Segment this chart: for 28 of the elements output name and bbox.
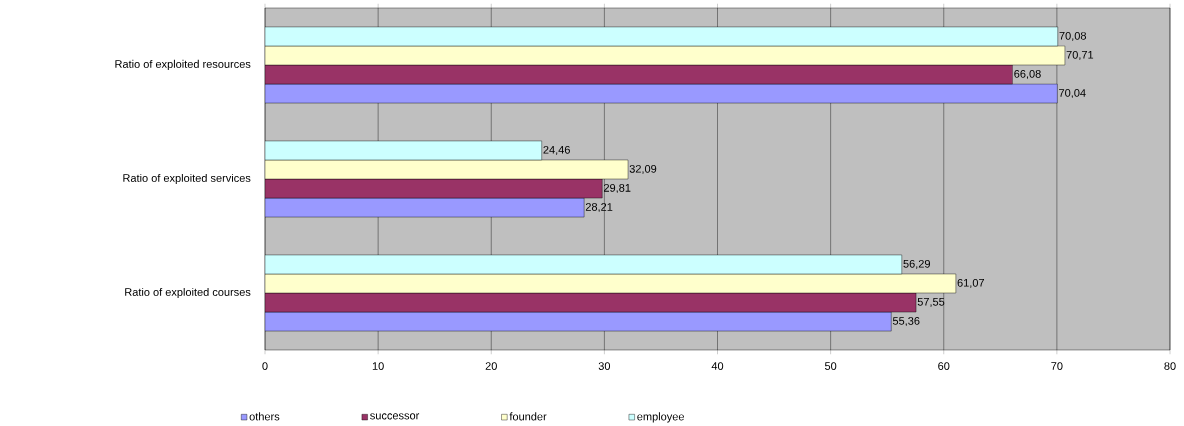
data-label: 29,81 (603, 183, 631, 194)
legend-label: employee (637, 412, 685, 423)
x-tick-label: 30 (598, 362, 611, 370)
x-tick-label: 80 (1164, 362, 1176, 370)
y-tick-label: Ratio of exploited resources (115, 59, 251, 71)
legend-label: successor (370, 413, 420, 420)
x-tick-label: 50 (824, 362, 837, 370)
data-label: 70,08 (1059, 31, 1087, 41)
x-tick-label: 60 (938, 362, 950, 370)
data-label: 57,55 (917, 298, 945, 308)
data-label: 28,21 (585, 203, 613, 213)
data-label: 70,71 (1066, 50, 1094, 61)
legend-label: others (249, 412, 280, 421)
data-label: 70,04 (1059, 89, 1086, 99)
x-tick-label: 40 (711, 362, 724, 370)
x-tick-label: 10 (372, 362, 384, 370)
data-label: 55,36 (892, 317, 920, 327)
x-tick-label: 0 (262, 362, 268, 370)
data-label: 66,08 (1014, 69, 1041, 80)
y-tick-label: Ratio of exploited courses (125, 287, 251, 299)
data-label: 24,46 (543, 145, 570, 155)
x-tick-label: 70 (1051, 362, 1063, 370)
x-tick-label: 20 (485, 362, 497, 370)
data-label: 32,09 (629, 164, 657, 175)
data-label: 61,07 (957, 278, 985, 289)
data-label: 56,29 (903, 259, 930, 269)
y-tick-label: Ratio of exploited services (123, 173, 251, 185)
legend-label: founder (509, 412, 547, 421)
